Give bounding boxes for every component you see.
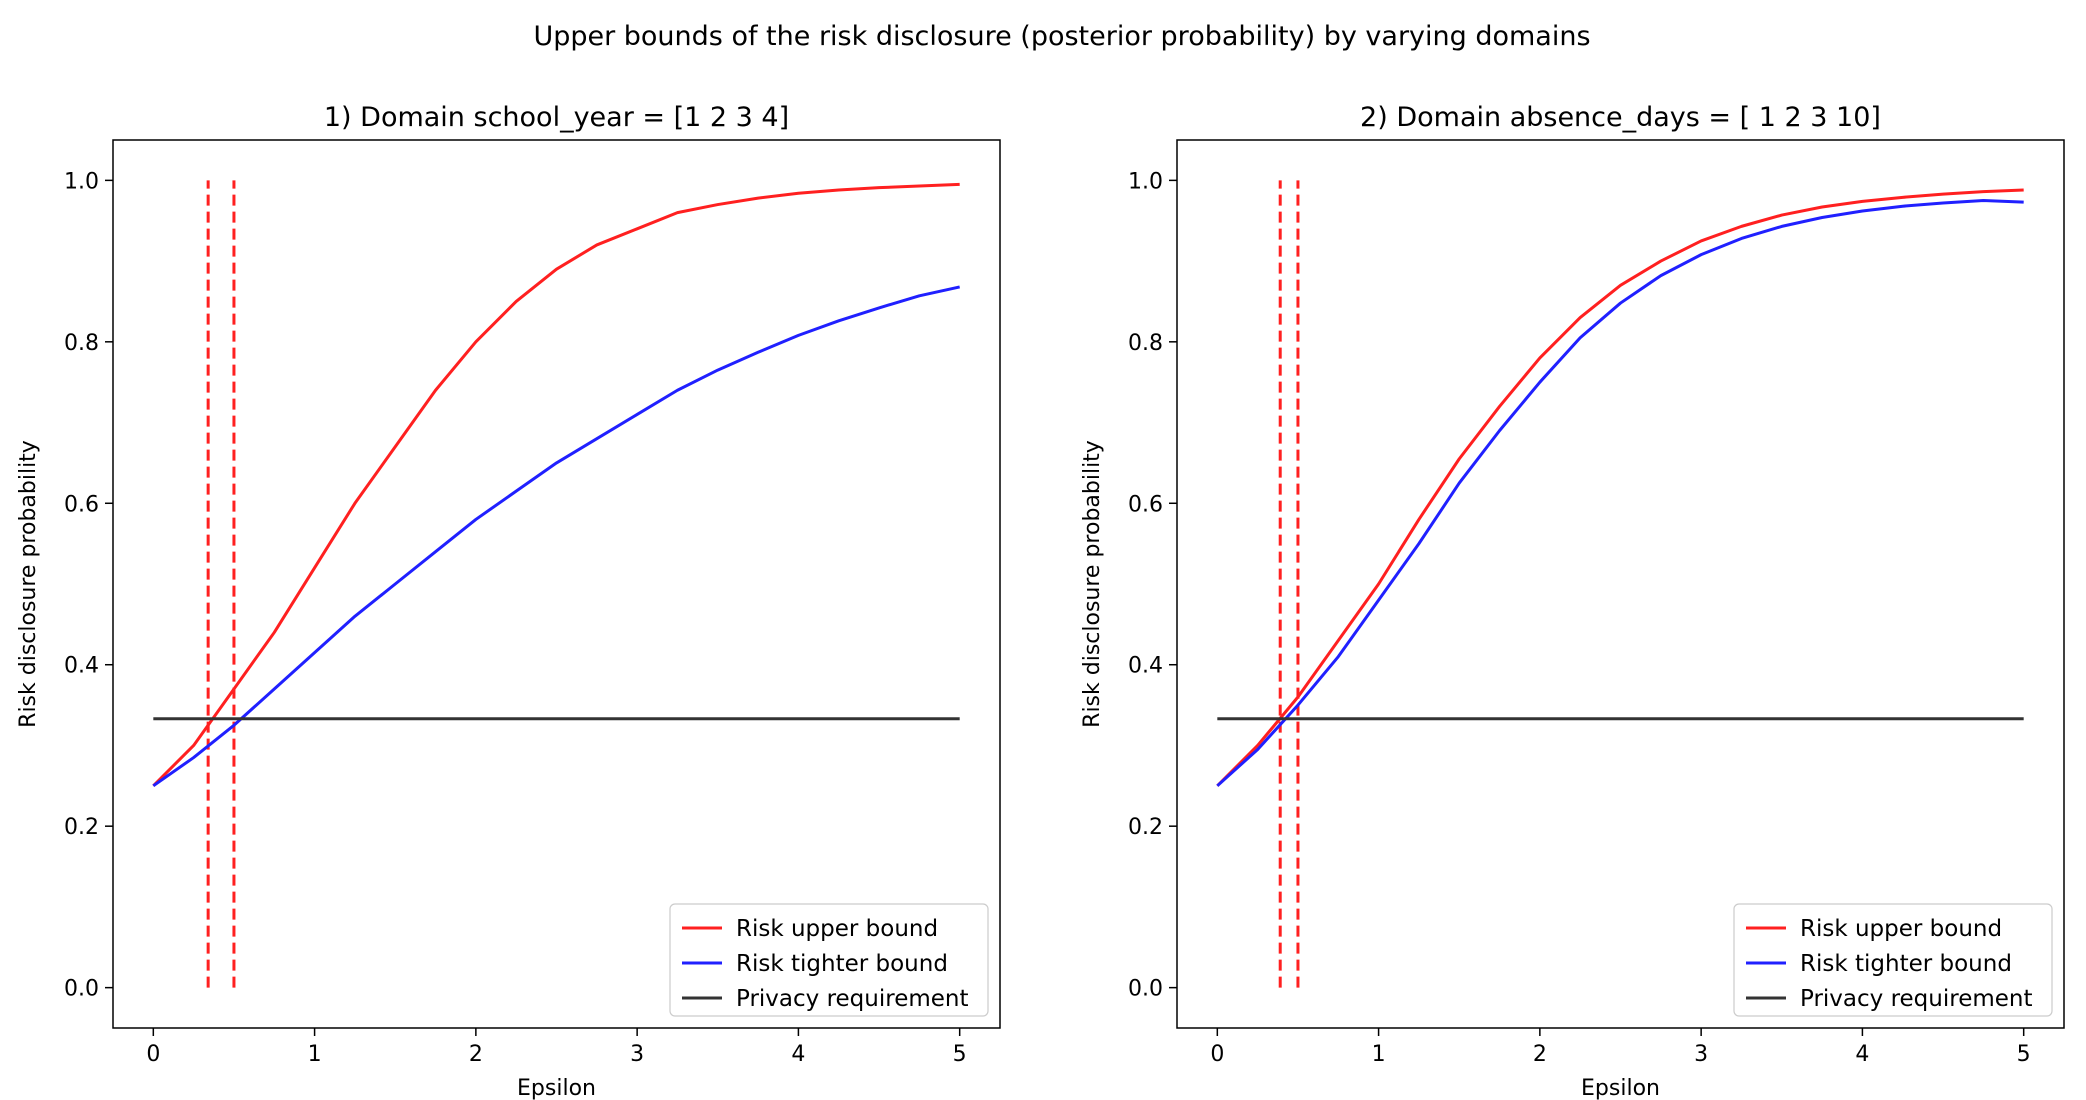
legend-entry: Risk upper bound bbox=[1800, 916, 2002, 942]
figure-title: Upper bounds of the risk disclosure (pos… bbox=[533, 21, 1590, 52]
subplot-school-year: 1) Domain school_year = [1 2 3 4] 0 1 2 3 4 5 0… bbox=[16, 102, 1001, 1100]
series-line-risk-tighter-bound bbox=[152, 285, 961, 788]
legend-box bbox=[1733, 903, 2053, 1017]
subplot-title: 1) Domain school_year = [1 2 3 4] bbox=[324, 102, 789, 133]
legend: Risk upper bound Risk tighter bound Privac… bbox=[669, 903, 989, 1017]
x-tick-label: 3 bbox=[630, 1042, 644, 1067]
legend-entry: Risk tighter bound bbox=[736, 951, 948, 977]
x-tick-label: 4 bbox=[1855, 1042, 1869, 1067]
x-axis-label: Epsilon bbox=[1581, 1076, 1660, 1100]
x-tick-label: 0 bbox=[1210, 1042, 1224, 1067]
y-tick-label: 0.0 bbox=[1128, 977, 1163, 1002]
legend: Risk upper bound Risk tighter bound Privac… bbox=[1733, 903, 2053, 1017]
x-tick-label: 0 bbox=[146, 1042, 160, 1067]
y-tick-label: 0.2 bbox=[1128, 815, 1163, 840]
y-tick-label: 0.2 bbox=[64, 815, 99, 840]
x-tick-label: 5 bbox=[2017, 1042, 2031, 1067]
y-axis-label: Risk disclosure probability bbox=[16, 440, 41, 728]
y-tick-label: 0.4 bbox=[64, 654, 99, 679]
series-line-risk-tighter-bound bbox=[1216, 199, 2024, 787]
y-tick-label: 0.8 bbox=[64, 331, 99, 356]
x-tick-label: 1 bbox=[308, 1042, 322, 1067]
x-tick-label: 3 bbox=[1694, 1042, 1708, 1067]
legend-box bbox=[669, 903, 989, 1017]
y-tick-label: 0.6 bbox=[1128, 492, 1163, 517]
y-tick-label: 0.0 bbox=[64, 977, 99, 1002]
x-axis-label: Epsilon bbox=[517, 1076, 596, 1100]
legend-entry: Risk upper bound bbox=[736, 916, 938, 942]
x-tick-label: 5 bbox=[953, 1042, 967, 1067]
series-line-risk-upper-bound bbox=[152, 182, 960, 787]
y-tick-label: 0.8 bbox=[1128, 331, 1163, 356]
subplot-absence-days: 2) Domain absence_days = [ 1 2 3 10] 0 1 2 3… bbox=[1080, 102, 2065, 1100]
y-axis-label: Risk disclosure probability bbox=[1080, 440, 1105, 728]
y-tick-label: 1.0 bbox=[64, 169, 99, 194]
y-tick-label: 0.6 bbox=[64, 492, 99, 517]
axes-frame bbox=[112, 139, 1001, 1029]
y-tick-label: 0.4 bbox=[1128, 654, 1163, 679]
x-tick-label: 1 bbox=[1372, 1042, 1386, 1067]
series-line-risk-upper-bound bbox=[1216, 188, 2024, 787]
legend-entry: Privacy requirement bbox=[736, 986, 969, 1012]
legend-entry: Risk tighter bound bbox=[1800, 951, 2012, 977]
x-tick-label: 2 bbox=[469, 1042, 483, 1067]
subplot-title: 2) Domain absence_days = [ 1 2 3 10] bbox=[1360, 102, 1881, 133]
legend-entry: Privacy requirement bbox=[1800, 986, 2033, 1012]
x-tick-label: 4 bbox=[791, 1042, 805, 1067]
y-tick-label: 1.0 bbox=[1128, 169, 1163, 194]
axes-frame bbox=[1176, 139, 2065, 1029]
x-tick-label: 2 bbox=[1533, 1042, 1547, 1067]
